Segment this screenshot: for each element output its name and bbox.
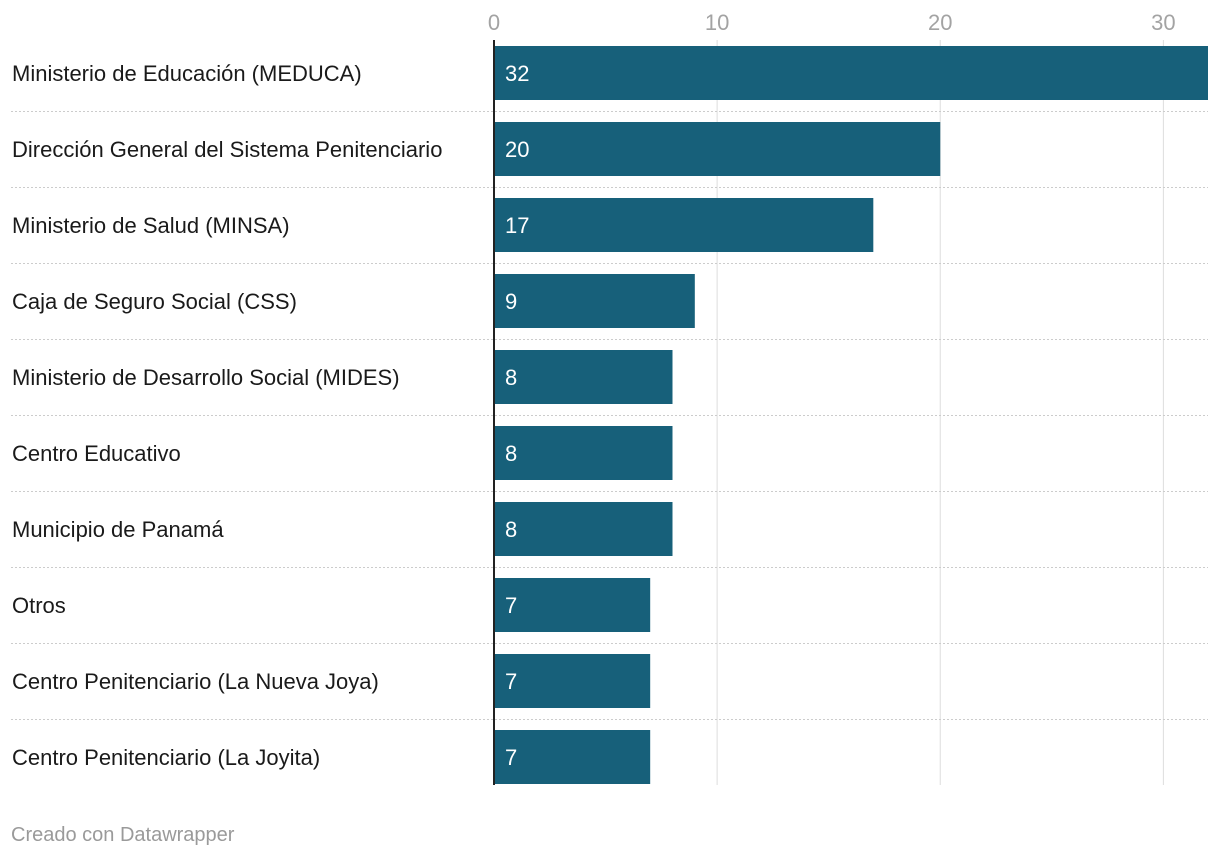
bar-value-label: 7 [505,593,517,618]
category-label: Dirección General del Sistema Penitencia… [12,137,442,162]
bar-value-label: 20 [505,137,529,162]
x-tick-label: 10 [705,10,729,35]
bar [494,274,695,328]
bar-value-label: 7 [505,669,517,694]
chart-credit[interactable]: Creado con Datawrapper [11,824,235,846]
category-label: Ministerio de Educación (MEDUCA) [12,61,362,86]
bar [494,198,874,252]
bar [494,122,941,176]
bar [494,426,673,480]
x-tick-label: 20 [928,10,952,35]
x-tick-label: 30 [1151,10,1175,35]
x-tick-label: 0 [488,10,500,35]
category-label: Ministerio de Salud (MINSA) [12,213,290,238]
category-label: Centro Penitenciario (La Joyita) [12,745,320,770]
bar [494,654,651,708]
bar-value-label: 8 [505,441,517,466]
bar [494,578,651,632]
bar-value-label: 8 [505,365,517,390]
bar-value-label: 17 [505,213,529,238]
bar [494,502,673,556]
category-label: Municipio de Panamá [12,517,224,542]
category-label: Centro Penitenciario (La Nueva Joya) [12,669,379,694]
bar [494,350,673,404]
bar-value-label: 7 [505,745,517,770]
category-label: Ministerio de Desarrollo Social (MIDES) [12,365,400,390]
bar-value-label: 32 [505,61,529,86]
bar [494,730,651,784]
bar-value-label: 8 [505,517,517,542]
bar-value-label: 9 [505,289,517,314]
category-label: Centro Educativo [12,441,181,466]
bar [494,46,1208,100]
category-label: Caja de Seguro Social (CSS) [12,289,297,314]
category-label: Otros [12,593,66,618]
